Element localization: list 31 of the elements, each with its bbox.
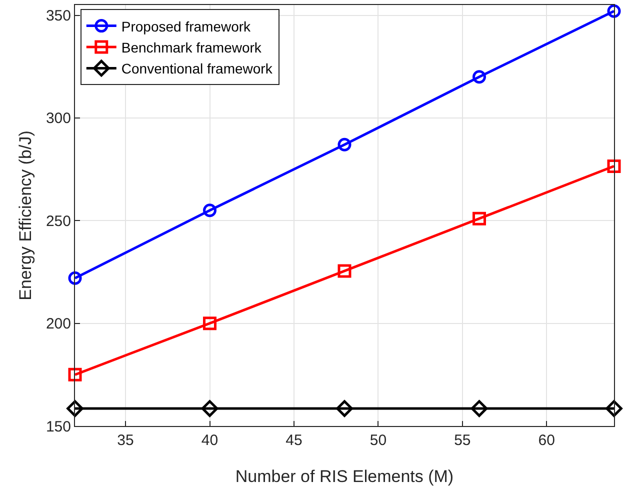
y-tick-label: 300 xyxy=(46,110,71,128)
x-tick-label: 50 xyxy=(370,432,387,449)
x-tick-label: 60 xyxy=(538,432,555,449)
legend-label: Conventional framework xyxy=(121,60,274,77)
point xyxy=(607,4,621,18)
point xyxy=(66,400,84,417)
legend-label: Benchmark framework xyxy=(121,39,262,56)
x-tick-label: 35 xyxy=(117,432,134,449)
y-tick-label: 150 xyxy=(46,418,71,436)
x-tick-label: 55 xyxy=(454,432,471,449)
legend-label: Proposed framework xyxy=(121,18,252,34)
point xyxy=(470,400,488,417)
point xyxy=(472,70,486,84)
point xyxy=(338,138,352,152)
point xyxy=(68,368,82,382)
y-tick-label: 200 xyxy=(46,316,71,333)
point xyxy=(201,400,218,417)
x-tick-label: 45 xyxy=(286,432,302,449)
x-axis-title: Number of RIS Elements (M) xyxy=(235,467,454,486)
point xyxy=(607,159,621,173)
point xyxy=(336,400,353,417)
y-tick-label: 250 xyxy=(46,212,71,230)
point xyxy=(68,271,82,285)
point xyxy=(606,400,622,417)
x-tick-label: 40 xyxy=(201,432,218,449)
point xyxy=(472,212,486,226)
point xyxy=(338,264,352,278)
point xyxy=(203,204,216,218)
y-tick-label: 350 xyxy=(46,8,71,25)
y-axis-title: Energy Efficiency (b/J) xyxy=(16,130,35,300)
point xyxy=(203,316,216,330)
